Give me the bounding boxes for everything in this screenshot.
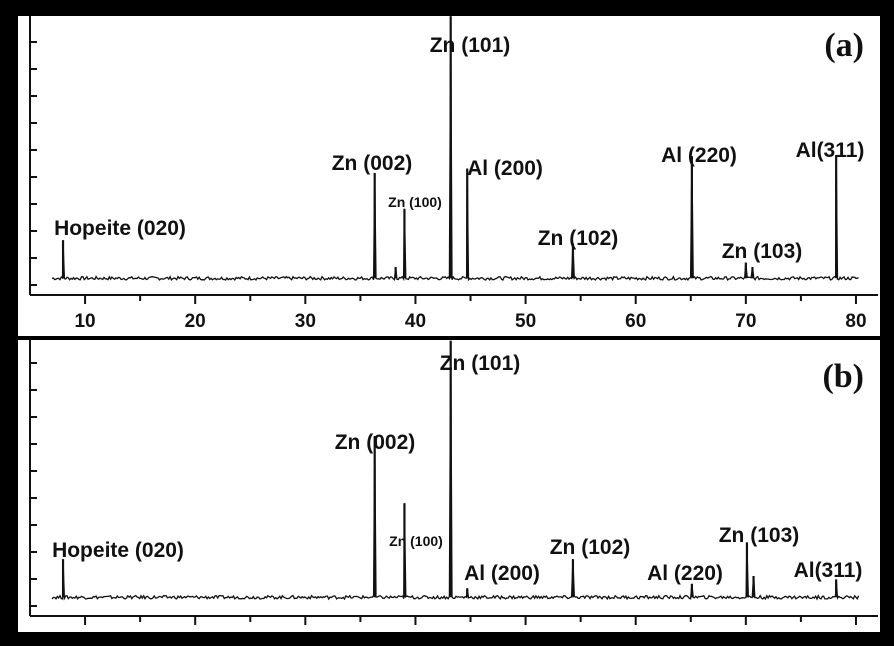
peak-label: Al(311) (794, 559, 863, 582)
panel-b-spectrum (51, 340, 860, 601)
peak-label: Al(311) (796, 139, 865, 162)
spectrum-trace (51, 16, 859, 282)
peak-label: Zn (103) (722, 240, 803, 263)
x-tick-label: 70 (735, 311, 756, 332)
x-tick-label: 20 (185, 311, 206, 332)
spectrum-trace (51, 340, 860, 601)
peak-label: Zn (101) (430, 34, 511, 57)
peak-label: Al (220) (647, 562, 723, 585)
peak-label: Zn (101) (440, 352, 521, 375)
peak-label: Zn (002) (332, 152, 413, 175)
x-tick-label: 50 (515, 311, 536, 332)
x-tick-label: 40 (405, 311, 426, 332)
peak-label: Al (200) (467, 157, 543, 180)
x-tick-label: 10 (74, 311, 95, 332)
peak-label: Zn (100) (389, 533, 443, 549)
peak-label: Zn (002) (335, 431, 416, 454)
x-tick-label: 60 (625, 311, 646, 332)
x-tick-label: 80 (845, 311, 866, 332)
panel-b-tag: (b) (822, 358, 864, 395)
panel-a-spectrum (51, 16, 859, 282)
peak-label: Al (200) (464, 562, 540, 585)
panel-b-peak-labels: Hopeite (020) Zn (002) Zn (100) Zn (101) Al … (52, 352, 862, 585)
panel-b: Hopeite (020) Zn (002) Zn (100) Zn (101) Al … (18, 340, 880, 632)
peak-label: Zn (103) (719, 524, 800, 547)
panel-a-peak-labels: Hopeite (020) Zn (002) Zn (100) Zn (101) Al … (54, 34, 864, 263)
peak-label: Zn (100) (388, 194, 442, 210)
panel-a-tag: (a) (824, 27, 864, 64)
peak-label: Zn (102) (538, 227, 619, 250)
panel-a-background (18, 16, 880, 336)
panel-a-ticks: 10 20 30 40 50 60 70 80 (29, 16, 878, 332)
peak-label: Hopeite (020) (54, 217, 186, 240)
peak-label: Al (220) (661, 144, 737, 167)
peak-label: Hopeite (020) (52, 539, 184, 562)
panel-b-ticks (29, 340, 878, 625)
panel-a: Hopeite (020) Zn (002) Zn (100) Zn (101) Al … (18, 16, 880, 336)
x-tick-label: 30 (295, 311, 316, 332)
peak-label: Zn (102) (550, 536, 631, 559)
